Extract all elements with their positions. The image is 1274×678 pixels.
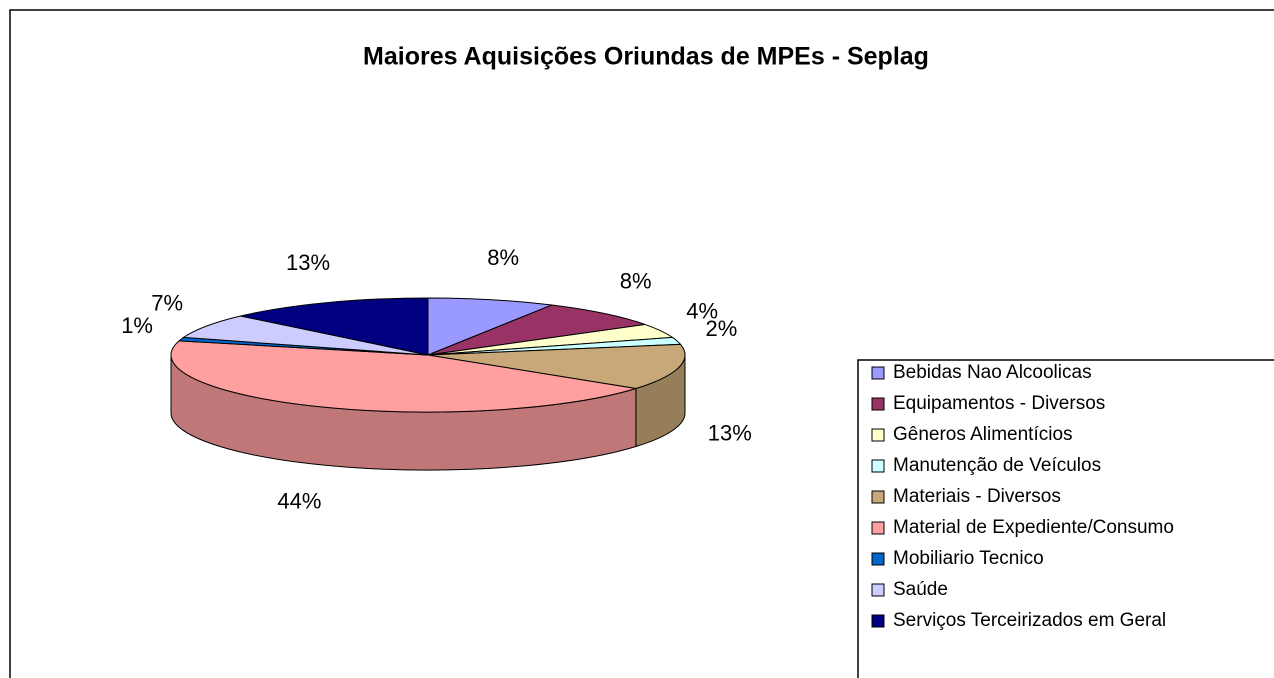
- legend-swatch: [871, 490, 885, 504]
- legend-label: Mobiliario Tecnico: [893, 548, 1044, 569]
- data-label: 8%: [620, 269, 652, 294]
- legend-swatch: [871, 583, 885, 597]
- legend-swatch: [871, 552, 885, 566]
- legend-swatch: [871, 366, 885, 380]
- slice-side-shade: [635, 355, 685, 447]
- data-label: 13%: [708, 420, 752, 445]
- legend-label: Gêneros Alimentícios: [893, 424, 1073, 445]
- legend-swatch: [871, 428, 885, 442]
- data-label: 13%: [286, 250, 330, 275]
- legend-label: Materiais - Diversos: [893, 486, 1061, 507]
- legend-label: Equipamentos - Diversos: [893, 393, 1105, 414]
- legend-label: Bebidas Nao Alcoolicas: [893, 362, 1092, 383]
- slice: [170, 340, 637, 413]
- legend-swatch: [871, 397, 885, 411]
- data-label: 8%: [487, 245, 519, 270]
- slice: [427, 304, 646, 356]
- slice-side-shade: [171, 355, 636, 470]
- legend-label: Manutenção de Veículos: [893, 455, 1101, 476]
- slice: [427, 297, 552, 356]
- slice: [427, 343, 686, 390]
- legend-label: Saúde: [893, 579, 948, 600]
- data-label: 7%: [151, 290, 183, 315]
- data-label: 44%: [277, 488, 321, 513]
- chart-title: Maiores Aquisições Oriundas de MPEs - Se…: [363, 43, 929, 71]
- slice: [182, 315, 429, 356]
- data-label: 1%: [121, 313, 153, 338]
- legend-swatch: [871, 459, 885, 473]
- pie: 8% 8% 4%2% 13% 44% 1%7% 13%: [121, 245, 752, 513]
- legend-swatch: [871, 521, 885, 535]
- legend-label: Material de Expediente/Consumo: [893, 517, 1174, 538]
- data-label: 2%: [706, 316, 738, 341]
- legend-label: Serviços Terceirizados em Geral: [893, 610, 1166, 631]
- legend-swatch: [871, 614, 885, 628]
- legend-box: [857, 359, 1274, 678]
- slice: [240, 297, 429, 356]
- data-label: 4%: [686, 299, 718, 324]
